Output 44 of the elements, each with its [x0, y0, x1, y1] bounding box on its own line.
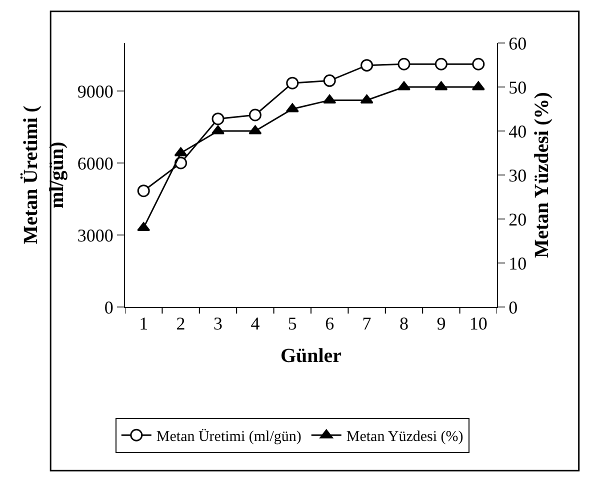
point	[472, 81, 485, 90]
y2-tick-label: 60	[508, 33, 527, 54]
x-tick-label: 7	[362, 314, 372, 334]
x-tick-label: 3	[214, 314, 222, 334]
y-tick-label: 9000	[77, 81, 114, 102]
point	[286, 103, 299, 112]
y2-tick-label: 30	[508, 165, 527, 186]
x-tick-label: 1	[139, 314, 148, 334]
point	[434, 81, 448, 90]
x-axis-title: Günler	[280, 345, 342, 368]
x-tick-label: 4	[250, 314, 260, 334]
point	[323, 94, 336, 104]
point	[360, 94, 374, 104]
x-tick-label: 2	[176, 314, 186, 334]
y-tick-label: 3000	[77, 225, 114, 246]
y2-tick-label: 0	[508, 297, 518, 318]
x-tick-label: 6	[325, 314, 334, 334]
x-tick-label: 9	[436, 314, 446, 334]
point	[248, 125, 262, 134]
point	[472, 58, 485, 70]
point	[137, 222, 150, 232]
point	[434, 58, 448, 70]
point	[360, 59, 374, 72]
point	[398, 58, 410, 70]
y-tick-label: 6000	[77, 153, 114, 174]
point	[212, 112, 224, 126]
legend-label: Metan Yüzdesi (%)	[346, 428, 464, 445]
y2-tick-label: 40	[508, 121, 527, 142]
y-tick-label: 0	[104, 297, 114, 318]
point	[286, 76, 299, 90]
y2-tick-label: 10	[508, 253, 527, 274]
y-axis-title: Metan Üretimi ( ml/gün)	[20, 105, 68, 244]
x-tick-label: 5	[288, 314, 297, 334]
x-tick-label: 8	[400, 314, 408, 334]
point	[137, 184, 150, 198]
y2-axis-title: Metan Yüzdesi (%)	[531, 92, 554, 258]
x-tick-label: 10	[469, 314, 488, 334]
y2-tick-label: 20	[508, 209, 527, 230]
point	[174, 156, 188, 170]
point	[248, 108, 262, 122]
legend-label: Metan Üretimi (ml/gün)	[156, 428, 302, 445]
point	[323, 74, 336, 87]
point	[174, 147, 188, 156]
y2-tick-label: 50	[508, 77, 527, 98]
